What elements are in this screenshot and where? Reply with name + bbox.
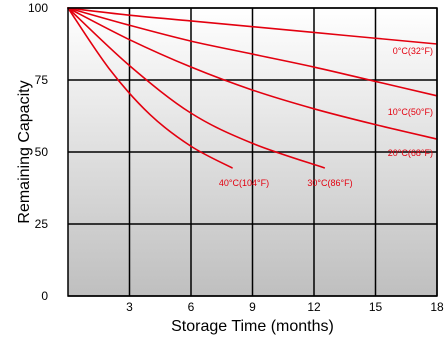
series-line-0 xyxy=(67,7,438,45)
series-label-4: 40°C(104°F) xyxy=(219,178,269,188)
series-label-1: 10°C(50°F) xyxy=(388,107,433,117)
series-layer xyxy=(67,7,438,169)
y-tick-label-75: 75 xyxy=(35,73,49,87)
series-line-4 xyxy=(67,7,233,169)
x-tick-label-15: 15 xyxy=(369,300,383,314)
plot-frame xyxy=(67,7,438,297)
tick-labels: 3 6 9 12 15 18 0 25 50 75 100 xyxy=(28,1,444,314)
x-tick-label-12: 12 xyxy=(307,300,321,314)
series-line-3 xyxy=(67,7,326,169)
y-tick-label-0: 0 xyxy=(41,289,48,303)
y-tick-label-100: 100 xyxy=(28,1,48,15)
series-label-0: 0°C(32°F) xyxy=(393,46,433,56)
series-label-3: 30°C(86°F) xyxy=(307,178,352,188)
series-label-2: 20°C(68°F) xyxy=(388,148,433,158)
series-labels: 0°C(32°F) 10°C(50°F) 20°C(68°F) 30°C(86°F) 4… xyxy=(219,46,433,188)
x-tick-label-18: 18 xyxy=(430,300,444,314)
series-line-2 xyxy=(67,7,438,140)
x-tick-label-9: 9 xyxy=(249,300,256,314)
series-line-1 xyxy=(67,7,438,97)
y-tick-label-25: 25 xyxy=(35,217,49,231)
y-tick-label-50: 50 xyxy=(35,145,49,159)
y-axis-title: Remaining Capacity xyxy=(16,80,33,223)
x-tick-label-3: 3 xyxy=(126,300,133,314)
x-axis-title: Storage Time (months) xyxy=(171,318,334,335)
x-tick-label-6: 6 xyxy=(188,300,195,314)
